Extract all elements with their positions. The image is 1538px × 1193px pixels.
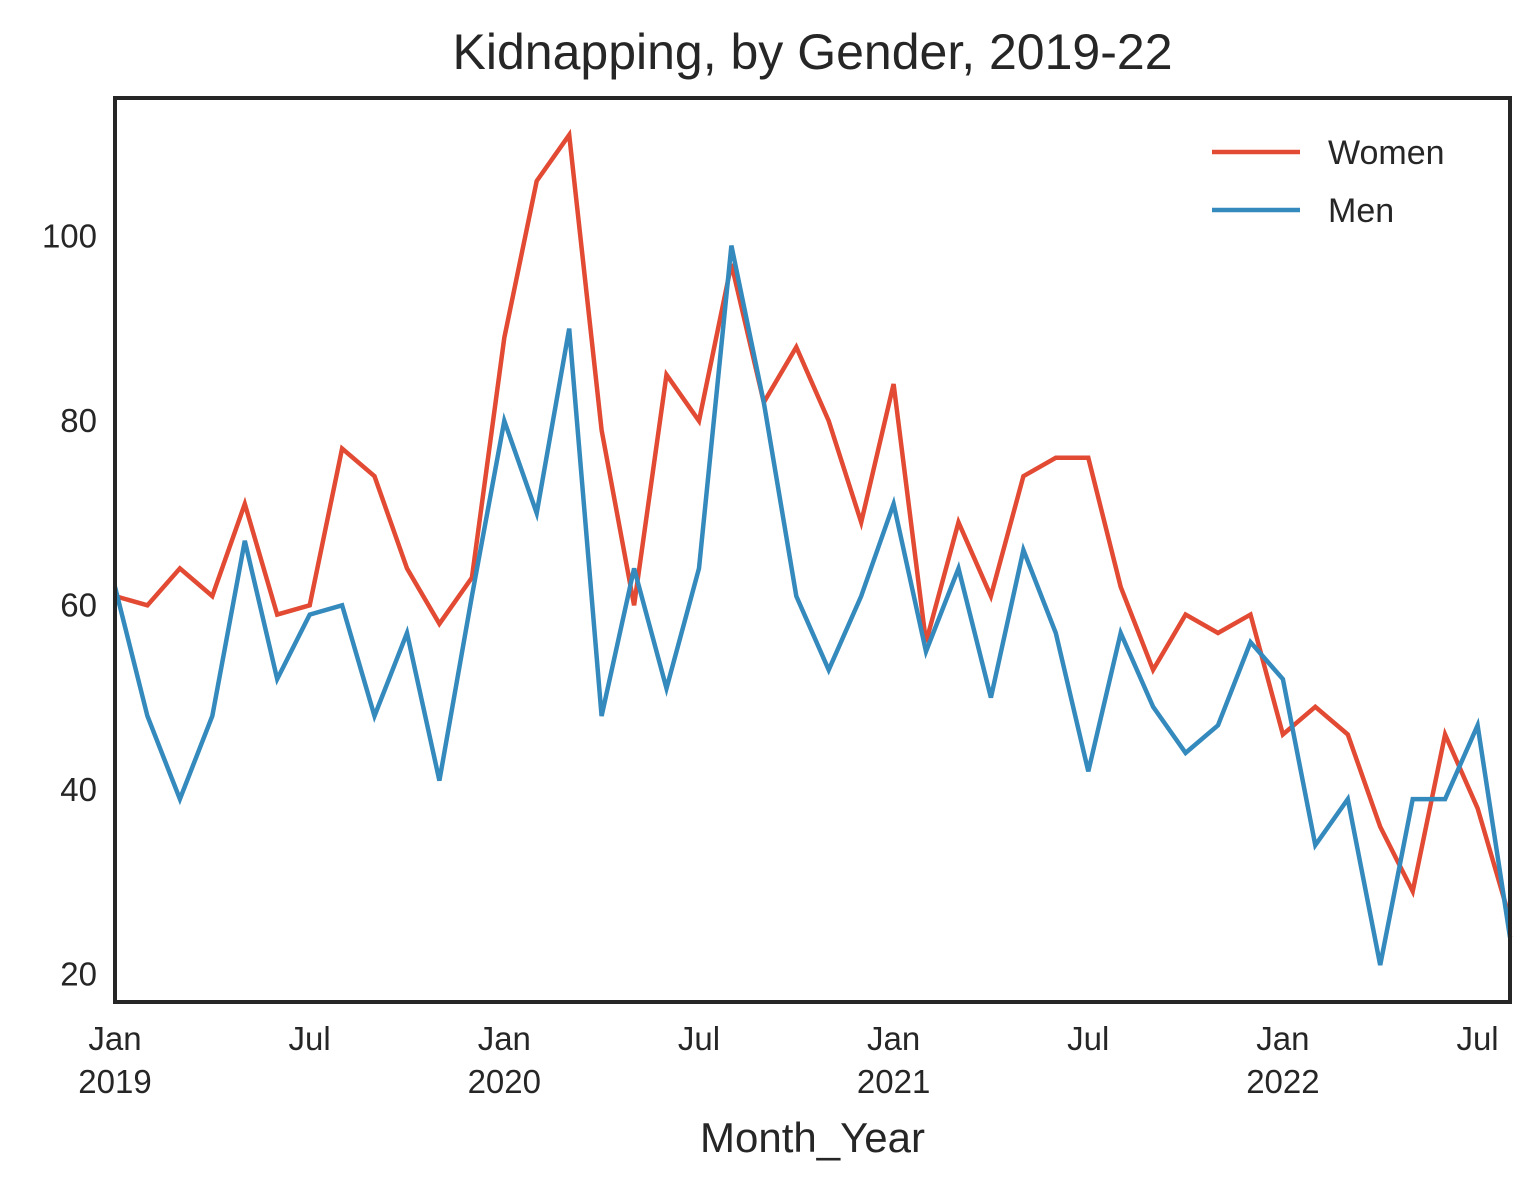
- series-line-women: [114, 128, 1513, 920]
- plot-frame: [113, 96, 1512, 1004]
- y-tick-label: 60: [60, 586, 97, 623]
- x-axis-ticks: Jan 2019 Jul Jan 2020 Jul Jan 2021 Jul Jan 2022 Jul: [78, 1020, 1498, 1100]
- x-axis-label: Month_Year: [700, 1114, 925, 1161]
- x-tick-label: Jan: [88, 1020, 141, 1057]
- legend-label-men: Men: [1328, 192, 1394, 230]
- y-tick-label: 40: [60, 771, 97, 808]
- x-tick-label: Jul: [678, 1020, 720, 1057]
- x-tick-year-label: 2020: [468, 1063, 541, 1100]
- chart-title: Kidnapping, by Gender, 2019-22: [452, 24, 1173, 80]
- legend-label-women: Women: [1328, 134, 1445, 172]
- y-tick-label: 100: [42, 217, 97, 254]
- x-tick-year-label: 2021: [857, 1063, 930, 1100]
- series-line-men: [112, 245, 1513, 966]
- x-tick-label: Jul: [1067, 1020, 1109, 1057]
- plot-lines: [112, 128, 1513, 966]
- x-tick-label: Jan: [1256, 1020, 1309, 1057]
- y-tick-label: 80: [60, 402, 97, 439]
- x-tick-label: Jan: [478, 1020, 531, 1057]
- y-tick-label: 20: [60, 955, 97, 992]
- y-axis-ticks: 20 40 60 80 100: [42, 217, 97, 992]
- legend: Women Men: [1212, 134, 1445, 230]
- x-tick-label: Jul: [289, 1020, 331, 1057]
- x-tick-label: Jul: [1456, 1020, 1498, 1057]
- x-tick-year-label: 2022: [1246, 1063, 1319, 1100]
- x-tick-label: Jan: [867, 1020, 920, 1057]
- x-tick-year-label: 2019: [78, 1063, 151, 1100]
